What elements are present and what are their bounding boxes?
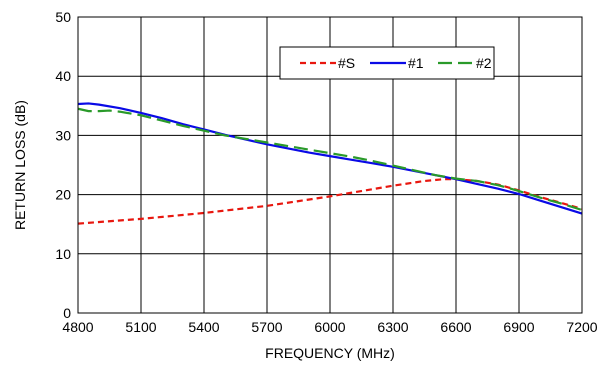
y-tick-label: 30 xyxy=(55,127,71,143)
x-tick-label: 6600 xyxy=(440,319,471,335)
series-line-3 xyxy=(77,107,583,212)
x-tick-label: 6900 xyxy=(503,319,534,335)
x-tick-label: 6300 xyxy=(377,319,408,335)
y-tick-label: 10 xyxy=(55,246,71,262)
x-tick-label: 5100 xyxy=(125,319,156,335)
x-tick-label: 7200 xyxy=(566,319,597,335)
y-tick-label: 50 xyxy=(55,9,71,25)
series-layer xyxy=(77,102,583,225)
series-line-2 xyxy=(77,102,583,215)
y-tick-label: 40 xyxy=(55,68,71,84)
legend-label: #S xyxy=(338,55,355,71)
x-axis-label: FREQUENCY (MHz) xyxy=(265,345,395,361)
x-tick-label: 5400 xyxy=(188,319,219,335)
y-axis-label: RETURN LOSS (dB) xyxy=(12,100,28,230)
y-tick-label: 20 xyxy=(55,187,71,203)
y-tick-label: 0 xyxy=(63,305,71,321)
legend-label: #1 xyxy=(408,55,424,71)
x-tick-label: 6000 xyxy=(314,319,345,335)
x-tick-label: 4800 xyxy=(62,319,93,335)
tick-labels: 4800 5100 5400 5700 6000 6300 6600 6900 7200 0 10 2… xyxy=(55,9,597,335)
legend-label: #2 xyxy=(476,55,492,71)
x-tick-label: 5700 xyxy=(251,319,282,335)
legend: #S #1 #2 xyxy=(279,46,495,80)
plot-frame xyxy=(77,16,583,314)
